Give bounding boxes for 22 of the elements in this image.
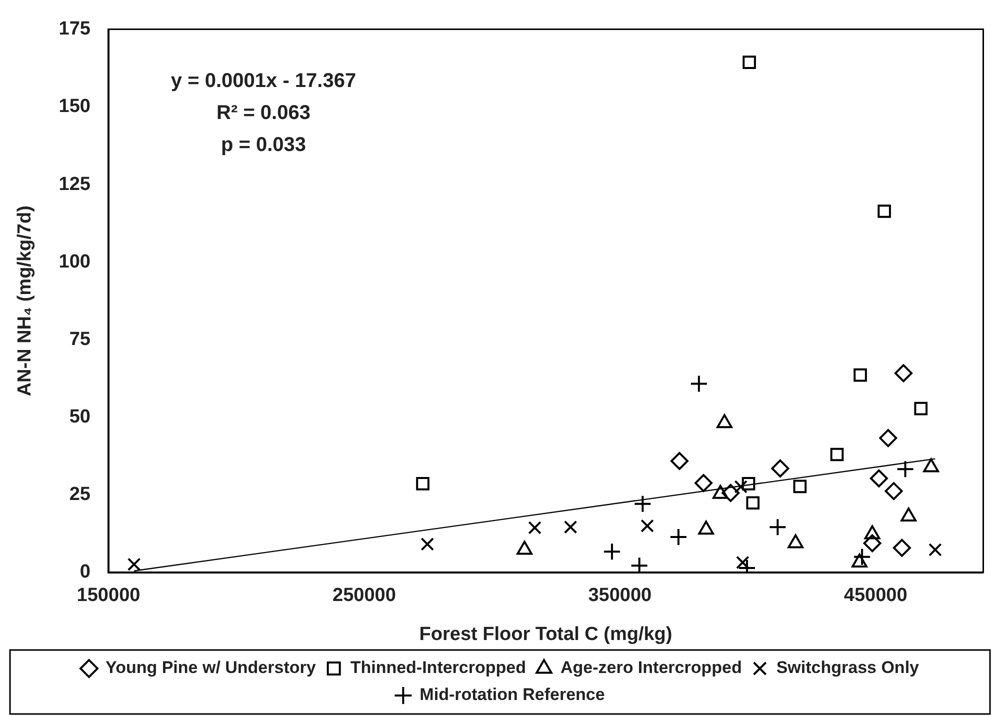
x-tick-label: 350000 — [588, 585, 652, 606]
legend-label: Mid-rotation Reference — [420, 685, 605, 704]
y-tick-label: 125 — [58, 174, 91, 195]
y-tick-label: 150 — [58, 96, 90, 118]
legend-label: Switchgrass Only — [776, 658, 920, 678]
y-axis-title: AN-N NH₄ (mg/kg/7d) — [14, 206, 36, 396]
legend-label: Age-zero Intercropped — [560, 658, 742, 678]
y-tick-label: 50 — [69, 406, 90, 428]
x-tick-label: 250000 — [332, 585, 396, 606]
y-tick-label: 175 — [58, 18, 91, 40]
x-tick-label: 150000 — [76, 585, 140, 606]
legend-label: Young Pine w/ Understory — [106, 658, 316, 678]
y-tick-label: 100 — [58, 251, 90, 272]
annotation: p = 0.033 — [220, 134, 306, 156]
annotation: R² = 0.063 — [216, 102, 310, 124]
y-tick-label: 75 — [69, 328, 91, 350]
legend-label: Thinned-Intercropped — [350, 658, 526, 678]
y-tick-label: 25 — [69, 484, 91, 506]
y-tick-label: 0 — [80, 562, 90, 583]
x-tick-label: 450000 — [844, 585, 908, 606]
x-axis-title: Forest Floor Total C (mg/kg) — [419, 624, 672, 645]
annotation: y = 0.0001x - 17.367 — [170, 70, 356, 92]
